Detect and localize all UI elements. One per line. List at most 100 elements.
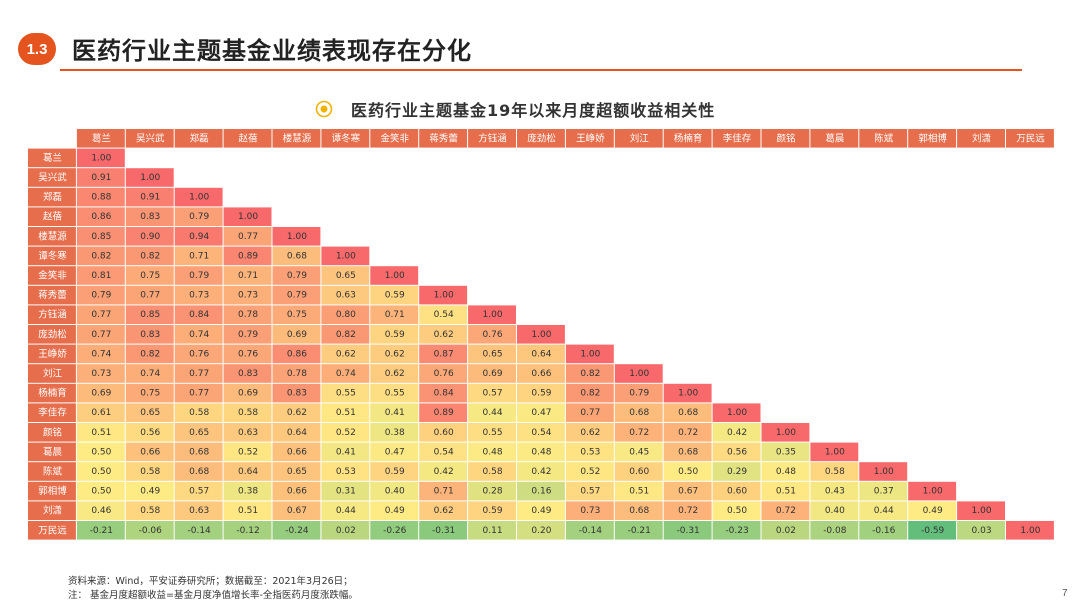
cell-value-label: 0.69 bbox=[287, 330, 307, 340]
col-header-cell bbox=[908, 129, 957, 148]
heatmap-cell bbox=[565, 481, 614, 501]
heatmap-cell bbox=[370, 325, 419, 344]
row-header-label: 吴兴武 bbox=[38, 172, 67, 184]
cell-value-label: 1.00 bbox=[91, 153, 111, 163]
heatmap-cell bbox=[565, 442, 614, 462]
row-header-label: 陈斌 bbox=[43, 466, 63, 478]
heatmap-cell bbox=[810, 481, 859, 501]
heatmap-cell bbox=[370, 501, 419, 520]
heatmap-cell bbox=[565, 383, 614, 403]
cell-value-label: 0.74 bbox=[336, 369, 356, 379]
heatmap-cell bbox=[614, 364, 663, 383]
heatmap-cell bbox=[614, 423, 663, 442]
cell-value-label: 0.66 bbox=[140, 447, 160, 457]
cell-value-label: 0.50 bbox=[727, 506, 747, 516]
heatmap-cell bbox=[223, 266, 272, 285]
cell-value-label: 0.41 bbox=[336, 447, 356, 457]
heatmap-cell bbox=[174, 227, 223, 246]
heatmap-cell bbox=[174, 462, 223, 481]
cell-value-label: 1.00 bbox=[580, 349, 600, 359]
row-header-label: 颜铭 bbox=[43, 426, 62, 438]
col-header-label: 葛兰 bbox=[92, 132, 111, 144]
col-header-label: 颜铭 bbox=[776, 132, 795, 144]
cell-value-label: 0.63 bbox=[238, 428, 258, 438]
col-header-label: 金笑非 bbox=[380, 132, 409, 144]
cell-value-label: 0.43 bbox=[825, 487, 845, 497]
heatmap-cell bbox=[712, 481, 761, 501]
cell-value-label: 0.60 bbox=[727, 487, 747, 497]
cell-value-label: 0.77 bbox=[189, 369, 209, 379]
cell-value-label: 0.67 bbox=[287, 506, 307, 516]
heatmap-cell bbox=[370, 344, 419, 364]
col-header-cell bbox=[1006, 129, 1054, 148]
heatmap-cell bbox=[761, 442, 810, 462]
heatmap-cell bbox=[76, 403, 125, 422]
row-header-cell bbox=[28, 521, 76, 540]
row-header-cell bbox=[28, 501, 76, 520]
cell-value-label: 1.00 bbox=[238, 212, 258, 222]
heatmap-cell bbox=[468, 442, 516, 462]
col-header-label: 杨楠育 bbox=[674, 132, 703, 144]
col-header-cell bbox=[125, 129, 174, 148]
cell-value-label: 0.86 bbox=[91, 212, 111, 222]
heatmap-cell bbox=[223, 383, 272, 403]
heatmap-cell bbox=[272, 364, 321, 383]
cell-value-label: 1.00 bbox=[776, 428, 796, 438]
heatmap-cell bbox=[272, 481, 321, 501]
cell-value-label: 0.56 bbox=[140, 428, 160, 438]
col-header-label: 陈斌 bbox=[874, 132, 894, 144]
row-header-cell bbox=[28, 266, 76, 285]
cell-value-label: 0.47 bbox=[531, 408, 551, 418]
cell-value-label: 0.63 bbox=[336, 291, 356, 301]
heatmap-cell bbox=[468, 462, 516, 481]
cell-value-label: 0.29 bbox=[727, 467, 747, 477]
cell-value-label: 0.65 bbox=[189, 428, 209, 438]
row-header-cell bbox=[28, 383, 76, 403]
cell-value-label: 0.83 bbox=[287, 389, 307, 399]
correlation-matrix: 葛兰 吴兴武 郑磊 赵蓓 楼慧源 谭冬寒 金笑非 蒋秀蕾 方钰涵 庞劲松 王峥娇 刘江 杨楠育 李佳存 颜铭… bbox=[28, 129, 1054, 540]
cell-value-label: 0.67 bbox=[678, 487, 698, 497]
cell-value-label: 0.66 bbox=[287, 447, 307, 457]
row-header-label: 刘潇 bbox=[43, 505, 62, 517]
cell-value-label: 0.66 bbox=[531, 369, 551, 379]
cell-value-label: 0.74 bbox=[140, 369, 160, 379]
cell-value-label: 0.60 bbox=[434, 428, 454, 438]
cell-value-label: 0.71 bbox=[189, 251, 209, 261]
cell-value-label: 0.40 bbox=[825, 506, 845, 516]
cell-value-label: 0.55 bbox=[483, 428, 503, 438]
cell-value-label: 0.82 bbox=[140, 251, 160, 261]
heatmap-cell bbox=[370, 462, 419, 481]
heatmap-cell bbox=[370, 481, 419, 501]
cell-value-label: 0.79 bbox=[189, 271, 209, 281]
cell-value-label: 1.00 bbox=[434, 291, 454, 301]
cell-value-label: 0.72 bbox=[776, 506, 796, 516]
cell-value-label: 0.68 bbox=[189, 467, 209, 477]
cell-value-label: 0.68 bbox=[629, 506, 649, 516]
row-header-cell bbox=[28, 442, 76, 462]
cell-value-label: 0.28 bbox=[483, 487, 503, 497]
row-header-cell bbox=[28, 344, 76, 364]
cell-value-label: -0.08 bbox=[823, 526, 847, 536]
row-header-cell bbox=[28, 403, 76, 422]
cell-value-label: 0.35 bbox=[776, 447, 796, 457]
heatmap-cell bbox=[76, 266, 125, 285]
heatmap-cell bbox=[321, 246, 370, 266]
heatmap-cell bbox=[468, 383, 516, 403]
heatmap-cell bbox=[468, 364, 516, 383]
cell-value-label: 0.37 bbox=[874, 487, 894, 497]
heatmap-cell bbox=[761, 481, 810, 501]
heatmap-cell bbox=[223, 246, 272, 266]
cell-value-label: 0.44 bbox=[483, 408, 503, 418]
heatmap-cell bbox=[565, 403, 614, 422]
heatmap-cell bbox=[174, 285, 223, 305]
heatmap-cell bbox=[174, 481, 223, 501]
heatmap-cell bbox=[859, 481, 908, 501]
heatmap-cell bbox=[468, 403, 516, 422]
cell-value-label: 0.76 bbox=[434, 369, 454, 379]
heatmap-cell bbox=[125, 187, 174, 207]
heatmap-cell bbox=[272, 442, 321, 462]
heatmap-cell bbox=[908, 521, 957, 540]
cell-value-label: 0.85 bbox=[140, 310, 160, 320]
heatmap-cell bbox=[76, 305, 125, 324]
cell-value-label: 0.40 bbox=[385, 487, 405, 497]
